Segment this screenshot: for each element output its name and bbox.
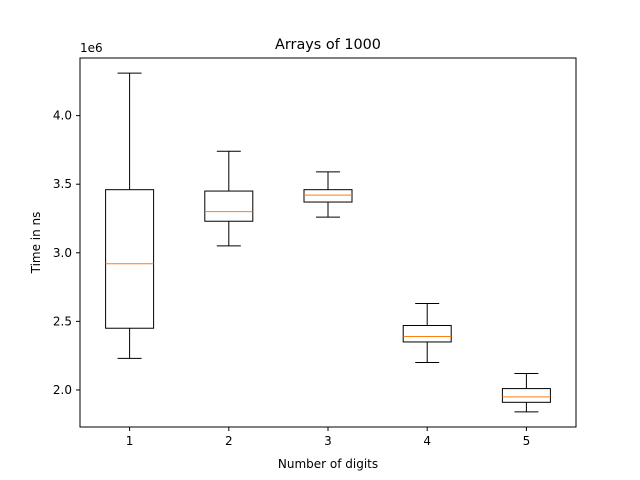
y-axis-offset-label: 1e6: [80, 41, 103, 55]
y-axis: 2.0 2.5 3.0 3.5 4.0: [53, 109, 80, 397]
box-group-2: [204, 150, 254, 247]
y-tick-label: 2.0: [53, 383, 72, 397]
box-iqr: [402, 324, 452, 343]
x-axis-label: Number of digits: [278, 457, 378, 471]
y-tick-label: 3.0: [53, 246, 72, 260]
plot-area: [105, 72, 551, 413]
box-group-5: [501, 373, 551, 413]
box-group-1: [105, 72, 155, 359]
y-axis-label: Time in ns: [29, 212, 43, 275]
box-iqr: [501, 388, 551, 403]
y-tick-label: 3.5: [53, 177, 72, 191]
y-tick-label: 4.0: [53, 109, 72, 123]
x-axis: 1 2 3 4 5: [126, 427, 530, 448]
box-group-3: [303, 171, 353, 218]
x-tick-label: 4: [423, 434, 431, 448]
box-iqr: [204, 190, 254, 222]
x-tick-label: 1: [126, 434, 134, 448]
box-group-4: [402, 303, 452, 364]
axes-frame: [79, 57, 577, 428]
chart-title: Arrays of 1000: [275, 37, 381, 53]
box-iqr: [105, 189, 155, 329]
x-tick-label: 3: [324, 434, 332, 448]
box-iqr: [303, 189, 353, 203]
x-tick-label: 5: [523, 434, 531, 448]
y-tick-label: 2.5: [53, 314, 72, 328]
x-tick-label: 2: [225, 434, 233, 448]
